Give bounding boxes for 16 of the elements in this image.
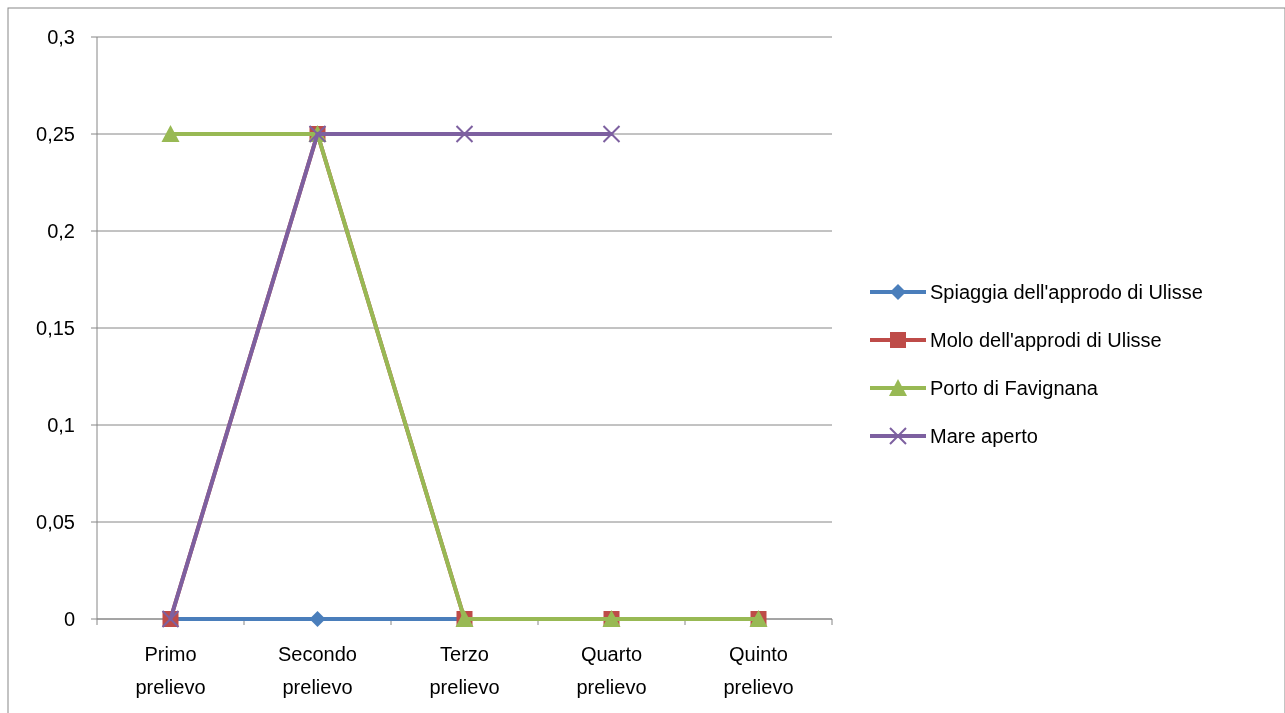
y-tick-label: 0,3 xyxy=(47,26,75,48)
x-tick-label: Terzo prelievo xyxy=(429,643,500,698)
y-tick-label: 0 xyxy=(63,608,75,630)
y-tick-label: 0,05 xyxy=(36,511,75,533)
legend-label: Mare aperto xyxy=(930,425,1038,447)
x-tick-label: Secondo prelievo xyxy=(278,643,357,698)
x-tick-label: Quarto prelievo xyxy=(576,643,647,698)
legend-label: Spiaggia dell'approdo di Ulisse xyxy=(930,281,1203,303)
x-tick-label: Primo prelievo xyxy=(135,643,206,698)
legend-label: Porto di Favignana xyxy=(930,377,1099,399)
x-tick-label: Quinto prelievo xyxy=(723,643,794,698)
y-tick-label: 0,1 xyxy=(47,414,75,436)
legend-label: Molo dell'approdi di Ulisse xyxy=(930,329,1162,351)
y-tick-label: 0,25 xyxy=(36,123,75,145)
y-tick-label: 0,15 xyxy=(36,317,75,339)
y-tick-label: 0,2 xyxy=(47,220,75,242)
